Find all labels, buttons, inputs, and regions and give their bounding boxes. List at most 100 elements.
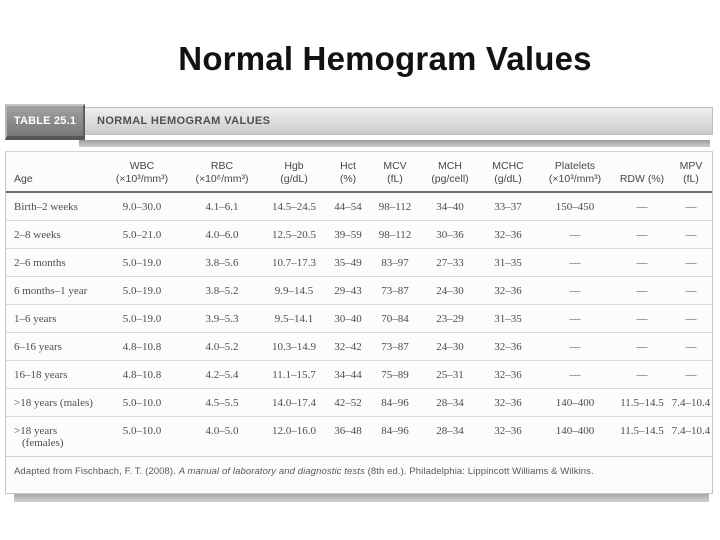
table-header-row: Age WBC (×10³/mm³) RBC (×10⁶/mm³) Hgb (g/dL) Hc… — [6, 152, 712, 194]
cell-hct: 32–42 — [326, 332, 370, 361]
table-row: 1–6 years 5.0–19.0 3.9–5.3 9.5–14.1 30–40 70–… — [6, 304, 712, 333]
cell-hgb: 14.0–17.4 — [262, 388, 326, 417]
cell-mchc: 32–36 — [480, 388, 536, 417]
slide-title: Normal Hemogram Values — [178, 40, 592, 77]
cell-mcv: 84–96 — [370, 388, 420, 417]
cell-mcv: 70–84 — [370, 304, 420, 333]
cell-hgb: 10.7–17.3 — [262, 248, 326, 277]
cell-mpv: 7.4–10.4 — [670, 388, 712, 417]
cell-mchc: 32–36 — [480, 332, 536, 361]
cell-hct: 29–43 — [326, 276, 370, 305]
cell-rdw: — — [614, 276, 670, 305]
column-header-mcv: MCV (fL) — [370, 152, 420, 194]
column-header-mchc: MCHC (g/dL) — [480, 152, 536, 194]
cell-hgb: 9.5–14.1 — [262, 304, 326, 333]
cell-rbc: 4.0–5.0 — [182, 416, 262, 457]
cell-rdw: — — [636, 201, 648, 214]
cell-platelets: — — [536, 248, 614, 277]
cell-hct: 42–52 — [326, 388, 370, 417]
cell-mch: 25–31 — [420, 360, 480, 389]
cell-rdw: 11.5–14.5 — [614, 416, 670, 457]
cell-rdw: — — [614, 248, 670, 277]
cell-wbc: 9.0–30.0 — [122, 201, 162, 214]
cell-mch: 24–30 — [420, 276, 480, 305]
column-unit-mcv: (fL) — [387, 173, 403, 186]
cell-mchc: 32–36 — [480, 416, 536, 457]
cell-platelets: 140–400 — [536, 388, 614, 417]
cell-mpv: 7.4–10.4 — [670, 416, 712, 457]
column-unit-platelets: (×10³/mm³) — [548, 173, 602, 186]
column-header-hct: Hct (%) — [326, 152, 370, 194]
cell-mch: 30–36 — [420, 220, 480, 249]
cell-mchc: 31–35 — [480, 304, 536, 333]
cell-platelets: 150–450 — [555, 201, 595, 214]
figure-bottom-shadow — [14, 494, 709, 503]
cell-mch: 28–34 — [420, 388, 480, 417]
cell-rbc: 3.8–5.6 — [182, 248, 262, 277]
cell-rbc: 4.5–5.5 — [182, 388, 262, 417]
cell-rdw: — — [614, 332, 670, 361]
cell-age: 6 months–1 year — [6, 276, 102, 305]
column-unit-mpv: (fL) — [683, 173, 699, 186]
column-unit-mchc: (g/dL) — [494, 173, 522, 186]
cell-mcv: 84–96 — [370, 416, 420, 457]
cell-wbc: 5.0–19.0 — [102, 248, 182, 277]
cell-mcv: 83–97 — [370, 248, 420, 277]
cell-mpv: — — [670, 360, 712, 389]
cell-hgb: 11.1–15.7 — [262, 360, 326, 389]
cell-mch: 28–34 — [420, 416, 480, 457]
column-header-age: Age — [6, 152, 102, 194]
cell-mchc: 33–37 — [494, 201, 522, 214]
cell-age: >18 years (males) — [6, 388, 102, 417]
table-row: Birth–2 weeks 9.0–30.0 4.1–6.1 14.5–24.5 44–… — [6, 192, 712, 221]
cell-rbc: 4.1–6.1 — [205, 201, 239, 214]
cell-mcv: 73–87 — [370, 332, 420, 361]
cell-rbc: 3.9–5.3 — [182, 304, 262, 333]
table-row: 2–6 months 5.0–19.0 3.8–5.6 10.7–17.3 35–49 8… — [6, 248, 712, 277]
table-footnote: Adapted from Fischbach, F. T. (2008). A … — [6, 456, 712, 493]
cell-hct: 39–59 — [326, 220, 370, 249]
hemogram-table-container: Age WBC (×10³/mm³) RBC (×10⁶/mm³) Hgb (g/dL) Hc… — [5, 151, 713, 495]
cell-mpv: — — [670, 276, 712, 305]
cell-mch: 23–29 — [420, 304, 480, 333]
cell-age: 2–8 weeks — [6, 220, 102, 249]
cell-mchc: 31–35 — [480, 248, 536, 277]
cell-mcv: 73–87 — [370, 276, 420, 305]
cell-mpv: — — [685, 201, 697, 214]
cell-hgb: 12.5–20.5 — [262, 220, 326, 249]
cell-rbc: 4.0–5.2 — [182, 332, 262, 361]
cell-hct: 36–48 — [326, 416, 370, 457]
cell-hct: 35–49 — [326, 248, 370, 277]
table-row: 6 months–1 year 5.0–19.0 3.8–5.2 9.9–14.5 29… — [6, 276, 712, 305]
column-unit-hct: (%) — [339, 173, 357, 186]
table-row: 6–16 years 4.8–10.8 4.0–5.2 10.3–14.9 32–42 7… — [6, 332, 712, 361]
table-row: 16–18 years 4.8–10.8 4.2–5.4 11.1–15.7 34–44… — [6, 360, 712, 389]
cell-age: Birth–2 weeks — [14, 201, 78, 214]
cell-platelets: — — [536, 332, 614, 361]
figure-header: TABLE 25.1 NORMAL HEMOGRAM VALUES — [5, 104, 713, 140]
cell-mpv: — — [670, 332, 712, 361]
table-row: 2–8 weeks 5.0–21.0 4.0–6.0 12.5–20.5 39–59 98… — [6, 220, 712, 249]
cell-rdw: — — [614, 304, 670, 333]
hemogram-table: Age WBC (×10³/mm³) RBC (×10⁶/mm³) Hgb (g/dL) Hc… — [6, 152, 712, 457]
table-row: >18 years (males) 5.0–10.0 4.5–5.5 14.0–17.… — [6, 388, 712, 417]
cell-wbc: 4.8–10.8 — [102, 360, 182, 389]
column-unit-hgb: (g/dL) — [280, 173, 308, 186]
cell-platelets: — — [536, 220, 614, 249]
cell-hct: 44–54 — [334, 201, 362, 214]
cell-hct: 30–40 — [326, 304, 370, 333]
cell-platelets: 140–400 — [536, 416, 614, 457]
column-header-wbc: WBC (×10³/mm³) — [102, 152, 182, 194]
cell-wbc: 5.0–21.0 — [102, 220, 182, 249]
cell-wbc: 5.0–10.0 — [102, 388, 182, 417]
cell-wbc: 5.0–19.0 — [102, 304, 182, 333]
cell-wbc: 5.0–10.0 — [102, 416, 182, 457]
cell-wbc: 5.0–19.0 — [102, 276, 182, 305]
footnote-prefix: Adapted from Fischbach, F. T. (2008). — [14, 466, 179, 478]
cell-rbc: 4.2–5.4 — [182, 360, 262, 389]
footnote-suffix: (8th ed.). Philadelphia: Lippincott Will… — [364, 466, 594, 478]
figure-title-bar: NORMAL HEMOGRAM VALUES — [85, 107, 713, 135]
cell-mch: 24–30 — [420, 332, 480, 361]
table-number-tab: TABLE 25.1 — [5, 104, 85, 140]
cell-hgb: 14.5–24.5 — [272, 201, 316, 214]
